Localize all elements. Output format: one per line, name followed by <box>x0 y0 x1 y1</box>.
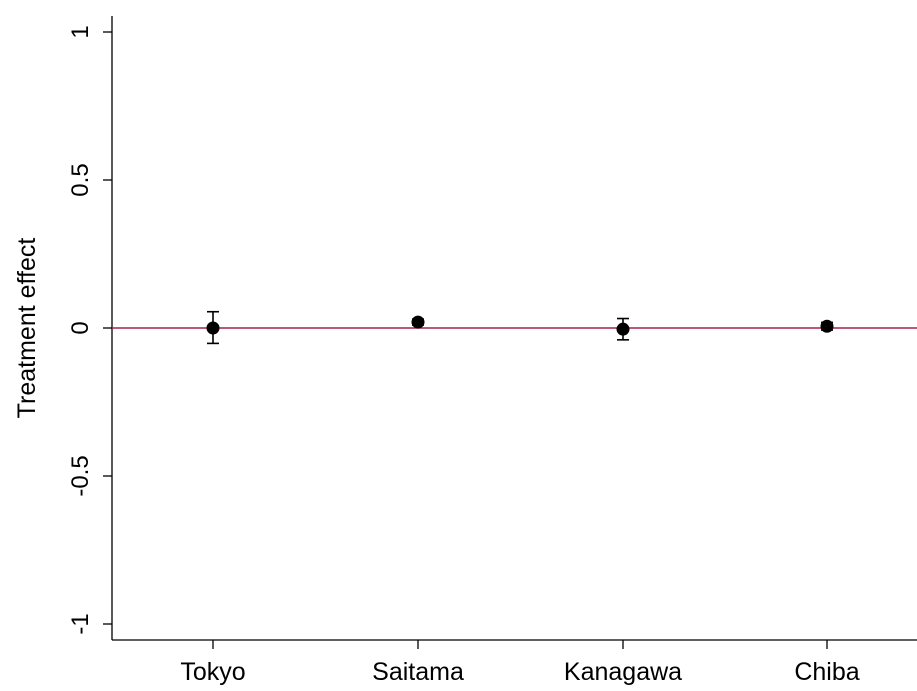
x-tick-label: Tokyo <box>180 658 245 686</box>
x-tick-label: Chiba <box>794 658 859 686</box>
data-marks <box>206 310 834 345</box>
x-axis: Tokyo Saitama Kanagawa Chiba <box>112 639 917 686</box>
estimate-point <box>206 321 220 335</box>
x-tick-label: Saitama <box>372 658 464 686</box>
y-axis: 1 0.5 0 -0.5 -1 <box>67 16 113 640</box>
y-tick-label: -0.5 <box>67 455 94 496</box>
estimate-point <box>411 315 425 329</box>
y-axis-label: Treatment effect <box>13 238 41 419</box>
x-tick-label: Kanagawa <box>564 658 682 686</box>
y-tick-label: 1 <box>67 25 94 38</box>
estimate-point <box>616 322 630 336</box>
y-tick-label: 0 <box>67 321 94 334</box>
y-tick-label: -1 <box>67 613 94 634</box>
y-tick-label: 0.5 <box>67 163 94 196</box>
estimate-point <box>820 319 834 333</box>
